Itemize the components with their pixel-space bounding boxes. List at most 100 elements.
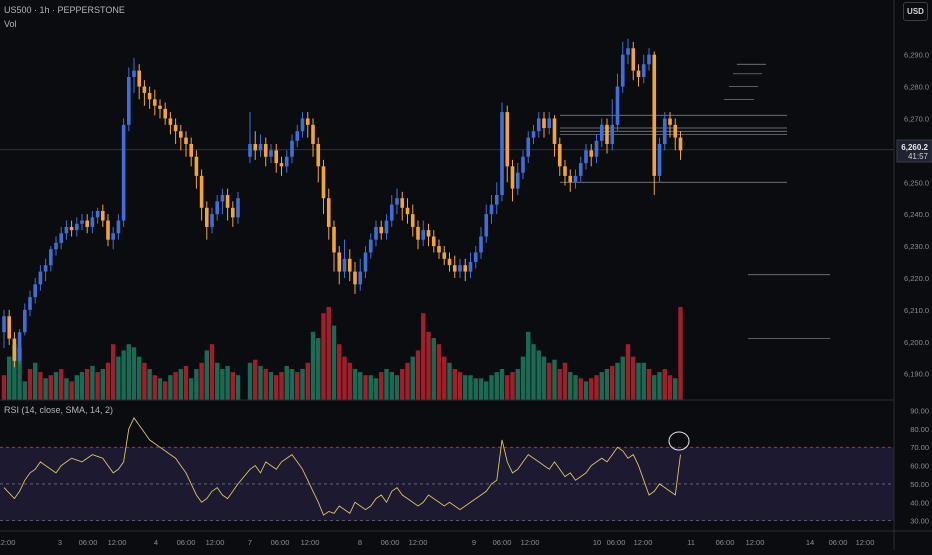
candle-body — [59, 233, 63, 243]
candle-body — [652, 54, 657, 176]
time-tick-label: 06:00 — [177, 538, 196, 547]
candle-body — [594, 140, 599, 157]
volume-bar — [326, 307, 331, 400]
candle-body — [189, 143, 193, 157]
volume-bar — [373, 378, 379, 400]
candle — [484, 204, 489, 243]
candle-body — [599, 124, 604, 141]
rsi-axis[interactable]: 30.00 40.00 50.00 60.00 70.00 80.00 90.00 — [910, 407, 929, 526]
time-tick-label: 06:00 — [381, 538, 400, 547]
candle — [205, 201, 209, 240]
volume-bar — [215, 362, 220, 400]
candle-body — [452, 265, 457, 272]
rsi-legend[interactable]: RSI (14, close, SMA, 14, 2) — [4, 405, 114, 415]
candle — [101, 204, 105, 227]
candle-body — [85, 220, 89, 227]
volume-bar — [610, 365, 615, 400]
rsi-pane — [3, 417, 681, 516]
candle-body — [225, 195, 230, 208]
candle-body — [248, 143, 252, 157]
volume-bar — [316, 338, 321, 400]
volume-bar — [452, 369, 457, 400]
volume-bar — [152, 375, 157, 400]
candle-body — [305, 118, 310, 125]
volume-bar — [631, 356, 636, 400]
candle — [90, 210, 95, 234]
candle-body — [153, 99, 157, 106]
candle-body — [641, 64, 646, 77]
volume-bar — [38, 372, 43, 400]
volume-bar — [531, 344, 536, 400]
price-tick-label: 6,190.0 — [904, 370, 929, 379]
time-tick-label: 8 — [358, 538, 362, 547]
candle — [536, 112, 541, 138]
candle-body — [205, 207, 209, 227]
candle-body — [158, 105, 162, 109]
candle-body — [379, 226, 384, 234]
volume-bar — [447, 362, 452, 400]
volume-bar — [225, 365, 230, 400]
volume-bar — [347, 362, 352, 400]
candle — [28, 290, 32, 317]
volume-bar — [552, 359, 557, 400]
candle — [269, 143, 273, 164]
candle — [258, 134, 263, 157]
time-tick-label: 12:00 — [856, 538, 875, 547]
volume-bar — [147, 369, 152, 400]
candle — [458, 258, 462, 278]
candle-body — [173, 124, 178, 132]
currency-button[interactable]: USD — [903, 2, 928, 21]
candle-body — [510, 166, 515, 189]
volume-bar — [557, 369, 562, 400]
volume-bar — [253, 359, 258, 400]
candle — [111, 226, 115, 250]
candle-body — [43, 265, 48, 272]
candle-body — [647, 54, 651, 65]
volume-bar — [183, 365, 189, 400]
candle-body — [194, 156, 199, 176]
candle — [279, 156, 284, 176]
candle — [494, 182, 499, 215]
candle-body — [400, 198, 405, 208]
symbol-legend[interactable]: US500 · 1h · PEPPERSTONE — [4, 5, 125, 15]
volume-bar — [667, 375, 673, 400]
volume-bar — [363, 375, 368, 400]
volume-bar — [673, 378, 678, 400]
volume-legend[interactable]: Vol — [4, 19, 17, 29]
candle-body — [353, 271, 357, 285]
candle-body — [531, 131, 536, 138]
candle — [395, 188, 399, 215]
volume-bar — [105, 362, 111, 400]
volume-bar — [274, 375, 279, 400]
candle-body — [410, 214, 415, 227]
candle — [515, 163, 520, 196]
candle-body — [75, 223, 79, 231]
candle-body — [668, 118, 672, 125]
candle-body — [337, 252, 342, 272]
candle-body — [557, 143, 562, 167]
volume-bar — [85, 369, 90, 400]
candle — [347, 249, 352, 282]
volume-bar — [573, 375, 578, 400]
volume-bar — [235, 375, 241, 400]
volume-bar — [442, 356, 447, 400]
candle-body — [69, 226, 74, 231]
candle — [521, 150, 525, 180]
volume-bar — [657, 372, 662, 400]
volume-bar — [541, 356, 547, 400]
time-axis[interactable]: 12:00 3 06:00 12:00 4 06:00 12:00 7 06:00 12:00 8 0… — [0, 538, 874, 547]
candle — [85, 214, 89, 234]
candle-body — [662, 118, 667, 144]
candle-body — [290, 140, 294, 157]
volume-bar — [421, 313, 426, 400]
candle — [248, 112, 252, 164]
candle-body — [620, 54, 625, 87]
candle-body — [80, 220, 84, 224]
candle — [137, 64, 141, 100]
volume-bar — [478, 378, 484, 400]
candle — [116, 214, 121, 240]
volume-bar — [79, 372, 85, 400]
volume-bar — [321, 313, 326, 400]
candle — [17, 329, 22, 365]
